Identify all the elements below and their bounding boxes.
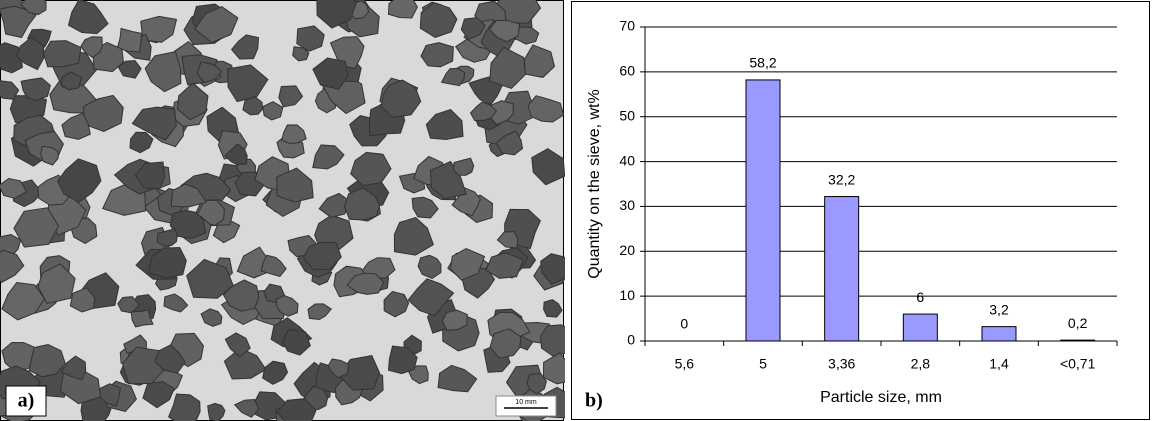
value-label: 0 (680, 316, 688, 332)
y-tick-label: 0 (627, 332, 635, 348)
panel-label: a) (18, 390, 35, 412)
y-tick-label: 20 (619, 242, 635, 258)
bar (982, 327, 1016, 341)
page: a) 10 mm b) Particle size, mm Quantity o… (0, 0, 1152, 421)
value-label: 58,2 (749, 55, 776, 71)
chart: b) Particle size, mm Quantity on the sie… (571, 0, 1151, 421)
stone (44, 41, 81, 67)
value-label: 32,2 (828, 171, 855, 187)
x-tick-label: 5,6 (675, 356, 695, 372)
stone (389, 0, 418, 18)
panel-label: b) (585, 390, 603, 412)
bar (825, 197, 859, 341)
photo-panel: a) 10 mm (0, 0, 565, 421)
y-tick-label: 50 (619, 107, 635, 123)
y-tick-label: 30 (619, 197, 635, 213)
y-tick-label: 70 (619, 18, 635, 34)
stone (421, 43, 453, 67)
value-label: 6 (916, 289, 924, 305)
y-tick-label: 40 (619, 152, 635, 168)
x-tick-label: 1,4 (989, 356, 1009, 372)
x-tick-label: 3,36 (828, 356, 855, 372)
x-tick-label: <0,71 (1060, 356, 1096, 372)
y-tick-label: 10 (619, 287, 635, 303)
scale-label: 10 mm (515, 399, 537, 406)
bar (903, 314, 937, 341)
x-tick-label: 5 (759, 356, 767, 372)
y-tick-label: 60 (619, 63, 635, 79)
y-axis-title: Quantity on the sieve, wt% (586, 89, 603, 278)
x-tick-label: 2,8 (911, 356, 931, 372)
value-label: 0,2 (1068, 315, 1088, 331)
bar (746, 80, 780, 341)
x-axis-title: Particle size, mm (820, 389, 942, 406)
value-label: 3,2 (989, 301, 1009, 317)
